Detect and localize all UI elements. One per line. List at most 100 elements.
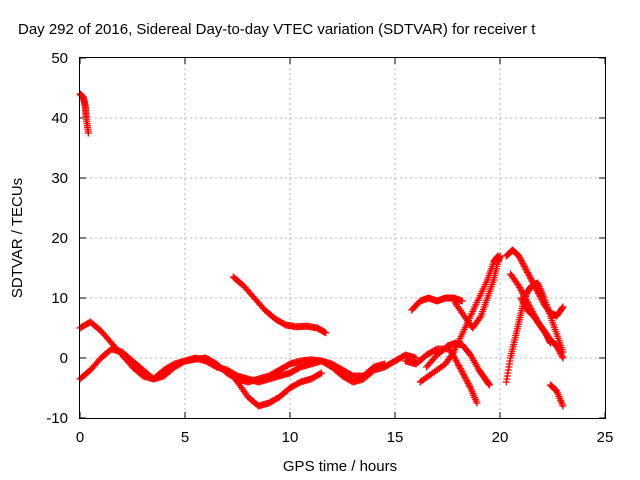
data-point [322, 329, 330, 337]
y-tick-labels: -10 0 10 20 30 40 50 [46, 50, 68, 427]
series-track-3 [76, 345, 388, 386]
x-tick-label: 0 [76, 429, 84, 446]
data-point [553, 344, 561, 351]
data-point [516, 255, 524, 263]
x-tick-label: 5 [181, 429, 189, 446]
data-point [518, 296, 526, 303]
x-axis-label: GPS time / hours [283, 458, 397, 475]
data-point [531, 284, 539, 291]
data-point [518, 288, 526, 296]
data-point [558, 353, 566, 360]
data-point [454, 360, 462, 368]
data-point [515, 252, 523, 260]
data-point [516, 254, 524, 261]
chart-title: Day 292 of 2016, Sidereal Day-to-day VTE… [18, 21, 536, 38]
data-point [520, 300, 528, 308]
data-point [381, 360, 388, 368]
data-point [517, 294, 525, 302]
data-point [516, 284, 524, 291]
data-point [458, 368, 466, 375]
data-point [519, 299, 527, 306]
y-tick-label: 20 [51, 230, 68, 247]
data-point [534, 288, 542, 296]
x-tick-label: 25 [597, 429, 614, 446]
data-point [527, 275, 535, 282]
data-point [539, 297, 547, 305]
data-point [461, 374, 469, 381]
data-point [529, 279, 537, 287]
y-tick-label: -10 [46, 410, 68, 427]
series-track-12 [502, 246, 567, 320]
data-point [521, 302, 529, 309]
y-axis-label: SDTVAR / TECUs [9, 178, 26, 298]
data-point [526, 273, 534, 281]
data-point [460, 372, 468, 380]
x-tick-labels: 0 5 10 15 20 25 [76, 429, 614, 446]
data-point [459, 369, 467, 377]
data-point [463, 378, 471, 386]
y-tick-label: 10 [51, 290, 68, 307]
data-point [457, 366, 465, 374]
data-point [524, 270, 532, 278]
data-point [559, 354, 567, 362]
y-tick-label: 0 [60, 350, 68, 367]
data-point [517, 257, 525, 264]
data-point [517, 287, 525, 294]
data-point [518, 258, 526, 266]
data-point [464, 380, 472, 387]
data-point [546, 339, 554, 347]
series-track-14 [517, 294, 554, 347]
data-point [456, 365, 464, 372]
data-point [496, 252, 504, 260]
data-point [522, 303, 530, 311]
data-point [535, 290, 543, 297]
data-point [531, 282, 539, 290]
x-tick-label: 20 [492, 429, 509, 446]
series-track-6 [408, 294, 466, 314]
data-point [519, 290, 527, 297]
data-points [76, 90, 567, 410]
data-point [318, 369, 325, 377]
data-point [524, 269, 532, 276]
data-point [538, 296, 546, 303]
y-tick-label: 30 [51, 170, 68, 187]
data-point [486, 381, 493, 389]
data-point [553, 342, 561, 350]
data-point [523, 267, 531, 275]
series-track-15 [546, 381, 567, 410]
data-point [316, 370, 324, 378]
data-point [519, 260, 527, 267]
data-point [476, 314, 484, 321]
series-track-4 [223, 366, 325, 410]
data-point [556, 348, 564, 356]
data-point [537, 294, 545, 302]
data-point [558, 304, 566, 312]
data-point [458, 297, 466, 305]
data-point [525, 272, 533, 279]
data-point [412, 354, 420, 362]
data-point [522, 266, 530, 273]
y-tick-label: 40 [51, 110, 68, 127]
data-point [456, 363, 464, 371]
data-point [528, 278, 536, 285]
data-point [455, 362, 463, 369]
series-track-11 [502, 279, 567, 386]
data-point [533, 287, 541, 294]
grid [80, 58, 605, 418]
data-point [519, 297, 527, 305]
data-point [465, 381, 473, 389]
x-tick-label: 10 [282, 429, 299, 446]
data-point [462, 375, 470, 383]
data-point [515, 282, 523, 290]
plot-frame [79, 57, 606, 419]
series-track-9 [402, 345, 481, 407]
data-point [554, 345, 562, 353]
data-point [532, 285, 540, 293]
data-point [536, 293, 544, 300]
data-point [466, 383, 474, 390]
series-track-10 [450, 252, 504, 332]
data-point [463, 377, 471, 384]
data-point [557, 351, 565, 359]
data-point [520, 261, 528, 269]
